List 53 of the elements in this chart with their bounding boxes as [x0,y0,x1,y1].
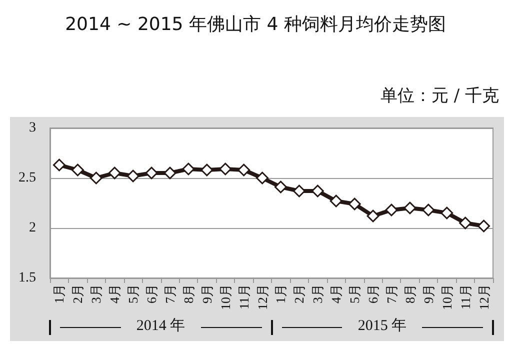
point [90,172,102,184]
point [292,184,306,198]
x-tick-label: 3月 [88,284,104,304]
x-tick-label: 6月 [144,284,160,304]
x-tick-label: 1月 [273,284,288,304]
point [385,204,398,216]
point [366,210,380,222]
point [238,164,250,176]
point [52,158,66,172]
point [200,164,214,176]
point [330,194,342,208]
x-tick-label: 2月 [292,284,307,304]
x-tick-label: 9月 [199,284,214,304]
point [219,162,232,176]
x-tick-label: 11月 [236,284,252,310]
point [404,202,416,214]
x-tick-label: 7月 [162,284,178,304]
chart-subtitle: 单位：元 / 千克 [380,85,499,107]
x-tick-label: 2月 [70,284,86,304]
point [459,216,472,230]
x-tick-label: 7月 [384,284,399,304]
point [126,170,140,182]
x-tick-label: 3月 [310,284,326,304]
x-tick-label: 10月 [218,284,233,310]
point [108,166,121,180]
x-tick-label: 4月 [107,284,122,304]
x-tick-label: 12月 [254,284,270,310]
x-tick-label: 12月 [476,284,492,310]
x-tick-label: 8月 [180,284,196,304]
y-tick-label: 1.5 [18,270,36,286]
y-tick-label: 2 [29,220,36,236]
x-tick-label: 9月 [420,284,436,304]
x-tick-label: 4月 [328,284,344,304]
point [440,206,454,220]
point [274,180,287,194]
point [348,198,361,210]
chart-title: 2014 ~ 2015 年佛山市 4 种饲料月均价走势图 [64,13,447,36]
point [182,162,195,176]
y-tick-label: 2.5 [18,170,36,186]
x-tick-label: 8月 [402,284,418,304]
text: 2015 年 [358,317,407,335]
x-tick-label: 5月 [347,284,362,304]
x-tick-label: 1月 [52,284,67,304]
x-tick-label: 6月 [366,284,381,304]
x-tick-label: 5月 [126,284,141,304]
point [71,164,84,176]
point [422,204,435,216]
point [256,172,269,184]
y-tick-label: 3 [29,120,36,136]
x-tick-label: 10月 [439,284,454,310]
point [478,220,490,232]
text: 2014 年 [136,317,186,335]
x-tick-label: 11月 [458,284,473,310]
